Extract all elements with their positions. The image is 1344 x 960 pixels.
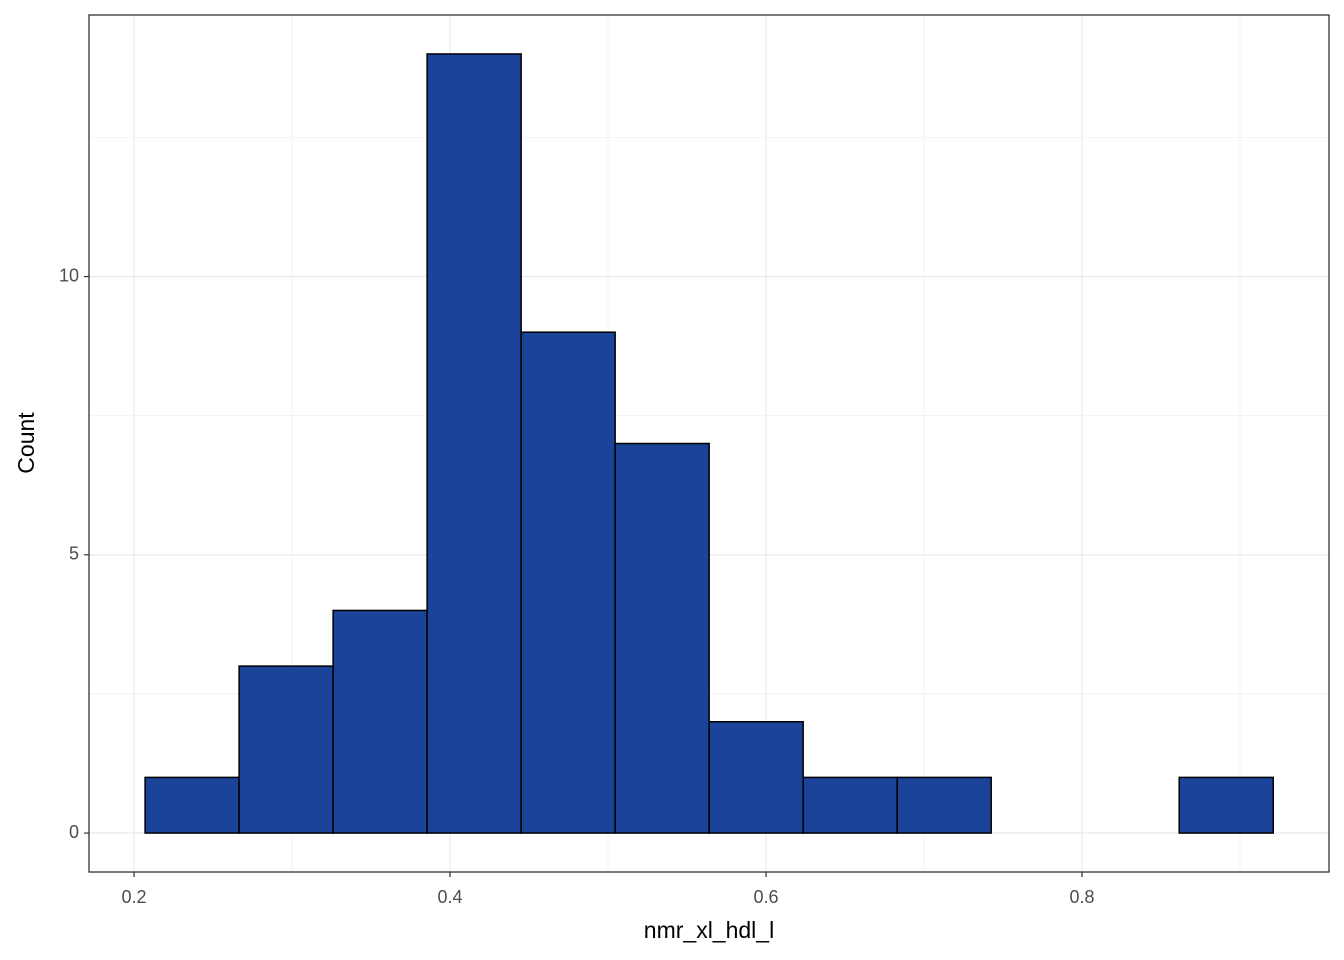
y-tick-label: 10 xyxy=(59,265,79,285)
x-tick-label: 0.8 xyxy=(1070,887,1095,907)
x-tick-label: 0.4 xyxy=(438,887,463,907)
bar xyxy=(802,776,898,834)
x-tick-label: 0.2 xyxy=(122,887,147,907)
bar xyxy=(708,720,804,834)
y-tick-label: 0 xyxy=(69,822,79,842)
bar xyxy=(614,442,710,834)
x-axis-title: nmr_xl_hdl_l xyxy=(644,917,774,943)
bar xyxy=(238,665,334,834)
bar xyxy=(332,609,428,834)
y-tick-label: 5 xyxy=(69,544,79,564)
bar xyxy=(426,53,522,834)
x-tick-label: 0.6 xyxy=(754,887,779,907)
bar xyxy=(1178,776,1274,834)
bar xyxy=(144,776,240,834)
y-axis-title: Count xyxy=(13,412,39,474)
panel-border xyxy=(88,14,1330,873)
bar xyxy=(520,331,616,834)
bar xyxy=(896,776,992,834)
